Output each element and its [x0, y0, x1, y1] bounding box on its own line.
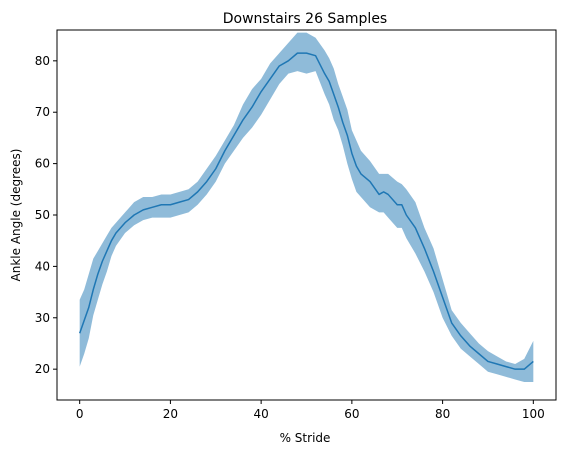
x-tick-label-4: 80 — [435, 407, 450, 421]
x-tick-label-0: 0 — [76, 407, 84, 421]
y-tick-label-0: 20 — [35, 362, 50, 376]
x-tick-label-5: 100 — [522, 407, 545, 421]
x-tick-label-2: 40 — [253, 407, 268, 421]
y-tick-label-5: 70 — [35, 105, 50, 119]
x-tick-label-3: 60 — [344, 407, 359, 421]
y-axis: 20 30 40 50 60 70 80 — [35, 54, 57, 376]
plot-area — [78, 32, 534, 383]
y-tick-label-6: 80 — [35, 54, 50, 68]
x-axis-label: % Stride — [280, 431, 331, 445]
y-axis-label: Ankle Angle (degrees) — [9, 149, 23, 282]
chart-title: Downstairs 26 Samples — [223, 11, 387, 27]
x-axis: 0 20 40 60 80 100 — [76, 400, 545, 421]
y-tick-label-3: 50 — [35, 208, 50, 222]
confidence-band-0 — [79, 32, 534, 383]
y-tick-label-1: 30 — [35, 311, 50, 325]
x-tick-label-1: 20 — [163, 407, 178, 421]
y-tick-label-4: 60 — [35, 157, 50, 171]
mean-line-0 — [78, 52, 534, 370]
y-tick-label-2: 40 — [35, 259, 50, 273]
